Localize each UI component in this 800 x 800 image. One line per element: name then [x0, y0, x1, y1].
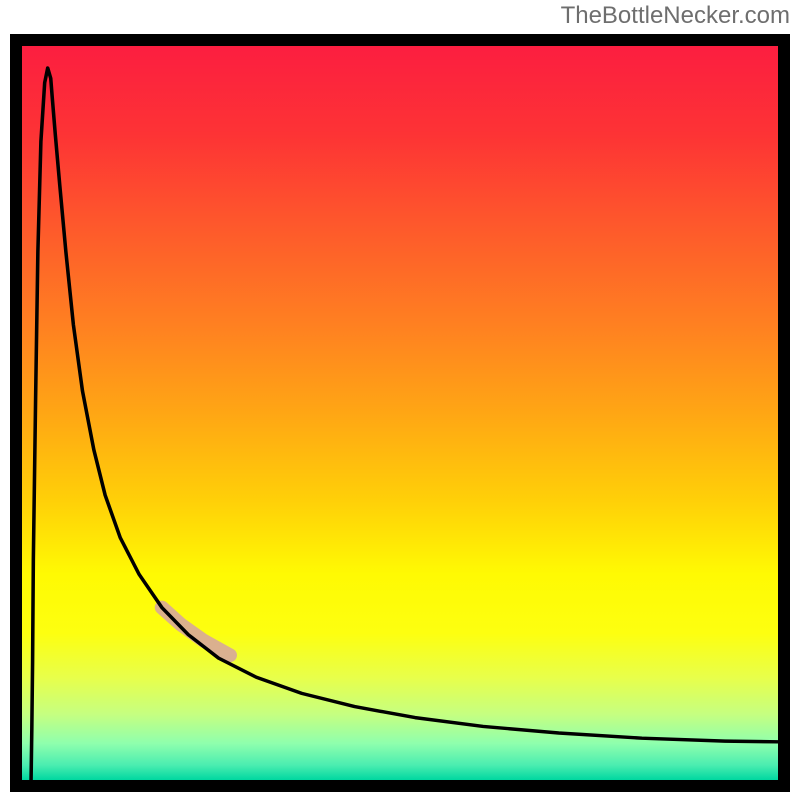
- chart-svg: [22, 46, 778, 780]
- chart-frame: TheBottleNecker.com: [0, 0, 800, 800]
- gradient-background: [22, 46, 778, 780]
- plot-area: [22, 46, 778, 780]
- plot-border: [10, 34, 790, 792]
- attribution-text: TheBottleNecker.com: [561, 2, 790, 30]
